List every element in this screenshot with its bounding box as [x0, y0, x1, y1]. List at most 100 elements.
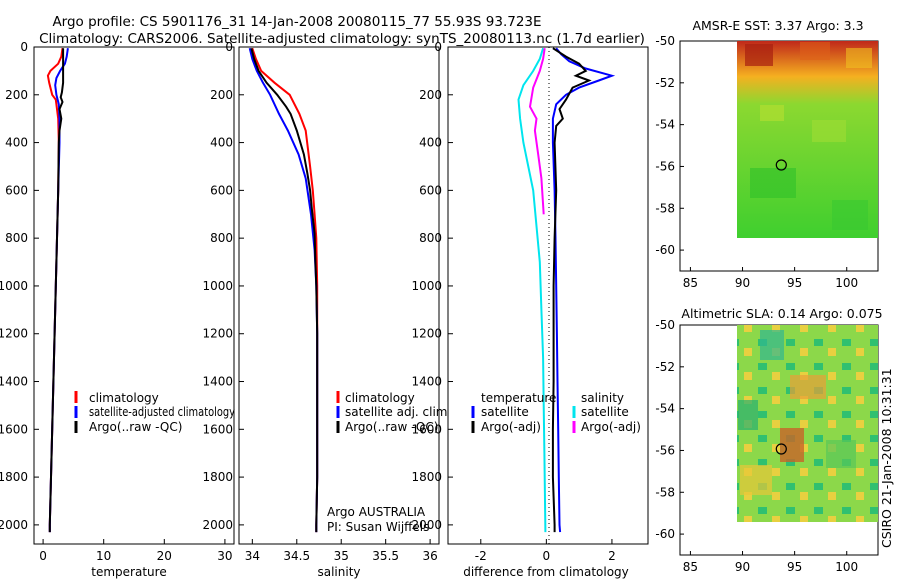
sla-map-ytick-label: -56 — [655, 443, 675, 457]
sla-argo-position-marker — [775, 443, 787, 455]
salinity-plot-area: 34 34.5 35 35.5 36 0 200 400 600 800 1000 1200 1400 1… — [202, 40, 437, 563]
difference-ytick-label: 800 — [419, 231, 442, 245]
salinity-xtick-label: 35.5 — [372, 549, 399, 563]
difference-ytick-label: 1800 — [411, 470, 442, 484]
salinity-series-2 — [250, 47, 319, 533]
sst-map-ytick-label: -60 — [655, 243, 675, 257]
sst-map-xtick-label: 85 — [683, 276, 698, 290]
temperature-ytick-label: 2000 — [0, 518, 28, 532]
sst-map-ytick-label: -56 — [655, 159, 675, 173]
sst-map-xtick-label: 100 — [835, 276, 858, 290]
sla-map-title: Altimetric SLA: 0.14 Argo: 0.075 — [681, 306, 882, 321]
diff-legend-salinity-argo: Argo(-adj) — [581, 420, 641, 434]
temperature-ytick-label: 800 — [5, 231, 28, 245]
sla-map-ytick-label: -60 — [655, 527, 675, 541]
salinity-ytick-label: 1200 — [202, 327, 233, 341]
sla-map-xtick-label: 100 — [835, 560, 858, 574]
sla-heatmap-field — [737, 325, 878, 522]
sla-map-xtick-label: 90 — [735, 560, 750, 574]
sst-map-ticks: 85 90 95 100 -50 -52 -54 -56 -58 -60 — [655, 34, 858, 290]
salinity-ytick-label: 0 — [225, 40, 233, 54]
sst-map-ytick-label: -52 — [655, 76, 675, 90]
difference-axes-box — [447, 46, 649, 545]
salinity-ytick-label: 1600 — [202, 422, 233, 436]
salinity-legend: climatology satellite adj. clim. Argo(..… — [336, 391, 451, 434]
salinity-panel: 34 34.5 35 35.5 36 0 200 400 600 800 1000 1200 1400 1… — [202, 40, 451, 579]
sla-map-xtick-label: 95 — [787, 560, 802, 574]
sst-map-panel: AMSR-E SST: 3.37 Argo: 3.3 85 90 95 100 -50 -… — [655, 18, 879, 290]
difference-series-2 — [517, 47, 547, 533]
salinity-xtick-label: 36 — [422, 549, 437, 563]
temperature-xtick-label: 30 — [217, 549, 232, 563]
difference-xtick-label: 0 — [543, 549, 551, 563]
difference-ytick-label: 400 — [419, 136, 442, 150]
salinity-annotation-institution: Argo AUSTRALIA — [327, 505, 426, 519]
difference-series-1 — [551, 47, 592, 533]
salinity-ytick-label: 2000 — [202, 518, 233, 532]
temp-legend-argo: Argo(..raw -QC) — [89, 420, 182, 434]
difference-series-0 — [551, 47, 616, 533]
temperature-series-2 — [48, 48, 65, 533]
difference-ytick-label: 1000 — [411, 279, 442, 293]
difference-xtick-label: -2 — [475, 549, 487, 563]
temperature-ytick-label: 400 — [5, 136, 28, 150]
salinity-ytick-label: 1000 — [202, 279, 233, 293]
sst-map-xtick-label: 90 — [735, 276, 750, 290]
salinity-ytick-label: 600 — [210, 183, 233, 197]
difference-ytick-label: 1200 — [411, 327, 442, 341]
sal-legend-satellite: satellite adj. clim. — [345, 405, 451, 419]
salinity-xlabel: salinity — [317, 565, 360, 579]
difference-ytick-label: 0 — [434, 40, 442, 54]
salinity-xtick-label: 34.5 — [283, 549, 310, 563]
temperature-xlabel: temperature — [91, 565, 166, 579]
difference-series-3 — [528, 48, 546, 215]
sla-map-ytick-label: -52 — [655, 360, 675, 374]
sst-argo-position-marker — [775, 159, 787, 171]
temp-legend-climatology: climatology — [89, 391, 159, 405]
temperature-ytick-label: 0 — [20, 40, 28, 54]
difference-xtick-label: 2 — [608, 549, 616, 563]
temperature-plot-area: 0 10 20 30 0 200 400 600 800 1000 1200 1400 1600 1800… — [0, 40, 233, 563]
difference-ytick-label: 2000 — [411, 518, 442, 532]
temperature-legend: climatology satellite-adjusted climatolo… — [74, 391, 235, 434]
salinity-ytick-label: 800 — [210, 231, 233, 245]
csiro-timestamp: CSIRO 21-Jan-2008 10:31:31 — [879, 368, 894, 548]
temperature-ytick-label: 1800 — [0, 470, 28, 484]
temperature-ytick-label: 1400 — [0, 375, 28, 389]
difference-ytick-label: 600 — [419, 183, 442, 197]
temperature-xtick-label: 0 — [39, 549, 47, 563]
sst-map-xtick-label: 95 — [787, 276, 802, 290]
salinity-annotation-pi: PI: Susan Wijffels — [327, 520, 429, 534]
difference-xlabel: difference from climatology — [463, 565, 629, 579]
diff-legend-temperature-argo: Argo(-adj) — [481, 420, 541, 434]
salinity-ytick-label: 200 — [210, 88, 233, 102]
sla-map-ytick-label: -50 — [655, 318, 675, 332]
salinity-ytick-label: 400 — [210, 136, 233, 150]
sal-legend-climatology: climatology — [345, 391, 415, 405]
sla-map-ticks: 85 90 95 100 -50 -52 -54 -56 -58 -60 — [655, 318, 858, 574]
difference-ytick-label: 1400 — [411, 375, 442, 389]
sal-legend-argo: Argo(..raw -QC) — [345, 420, 438, 434]
temperature-panel: 0 10 20 30 0 200 400 600 800 1000 1200 1400 1600 1800… — [0, 40, 235, 579]
diff-legend-salinity-header: salinity — [581, 391, 624, 405]
temperature-ytick-label: 200 — [5, 88, 28, 102]
difference-panel: -2 0 2 0 200 400 600 800 1000 1200 1400 1600 1800 200… — [411, 40, 649, 579]
temperature-ytick-label: 1200 — [0, 327, 28, 341]
sla-map-ytick-label: -54 — [655, 402, 675, 416]
temperature-ytick-label: 1600 — [0, 422, 28, 436]
sla-map-panel: Altimetric SLA: 0.14 Argo: 0.075 85 90 95 1… — [655, 306, 882, 574]
sla-map-xtick-label: 85 — [683, 560, 698, 574]
temperature-xtick-label: 20 — [157, 549, 172, 563]
diff-legend-temperature-header: temperature — [481, 391, 556, 405]
salinity-ytick-label: 1800 — [202, 470, 233, 484]
difference-ytick-label: 200 — [419, 88, 442, 102]
difference-plot-area: -2 0 2 0 200 400 600 800 1000 1200 1400 1600 1800 200… — [411, 40, 615, 563]
salinity-axes-box — [238, 46, 440, 545]
salinity-ytick-label: 1400 — [202, 375, 233, 389]
figure-title-line1: Argo profile: CS 5901176_31 14-Jan-2008 … — [52, 14, 541, 30]
sla-map-ytick-label: -58 — [655, 485, 675, 499]
salinity-xtick-label: 34 — [245, 549, 260, 563]
figure-title-line2: Climatology: CARS2006. Satellite-adjuste… — [39, 31, 645, 47]
temperature-ytick-label: 1000 — [0, 279, 28, 293]
